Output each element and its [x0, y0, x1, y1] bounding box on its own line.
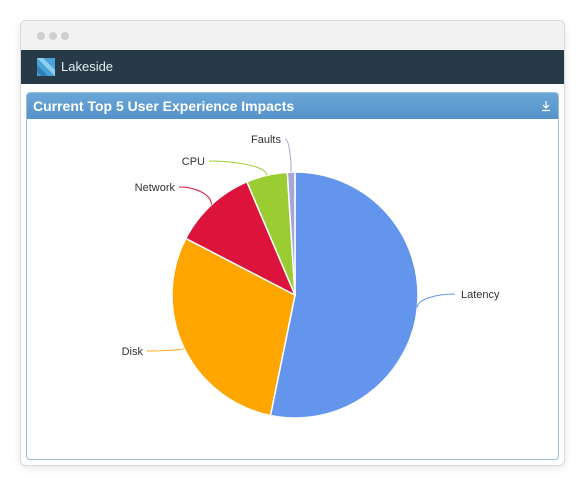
window-dot-close[interactable] — [37, 32, 45, 40]
pie-label-latency: Latency — [461, 289, 500, 301]
pie-labels: Latency Disk Network CPU Faults — [122, 134, 500, 358]
window-dot-minimize[interactable] — [49, 32, 57, 40]
pie-connector-latency — [416, 293, 456, 308]
pie-slice-network[interactable] — [184, 180, 297, 297]
window-titlebar — [21, 21, 564, 50]
download-icon[interactable] — [540, 100, 552, 112]
panel-header: Current Top 5 User Experience Impacts — [27, 93, 558, 119]
app-name: Lakeside — [61, 59, 114, 74]
panel-title: Current Top 5 User Experience Impacts — [33, 98, 295, 114]
pie-label-cpu: CPU — [182, 156, 205, 168]
pie-chart: Latency Disk Network CPU Faults — [122, 134, 500, 419]
pie-slices — [171, 171, 419, 419]
pie-slice-disk[interactable] — [171, 237, 296, 417]
impacts-panel: Current Top 5 User Experience Impacts La… — [26, 92, 559, 460]
pie-connector-faults — [284, 138, 292, 173]
window-dot-maximize[interactable] — [61, 32, 69, 40]
app-header: Lakeside — [21, 50, 564, 84]
pie-connector-disk — [146, 347, 185, 352]
browser-window: Lakeside Current Top 5 User Experience I… — [20, 20, 565, 466]
pie-label-disk: Disk — [122, 346, 144, 358]
pie-connector-network — [178, 186, 212, 205]
lakeside-logo-icon — [37, 58, 55, 76]
pie-label-faults: Faults — [251, 134, 281, 146]
pie-label-network: Network — [135, 182, 176, 194]
pie-slice-latency[interactable] — [269, 171, 419, 419]
pie-connector-cpu — [208, 160, 268, 176]
